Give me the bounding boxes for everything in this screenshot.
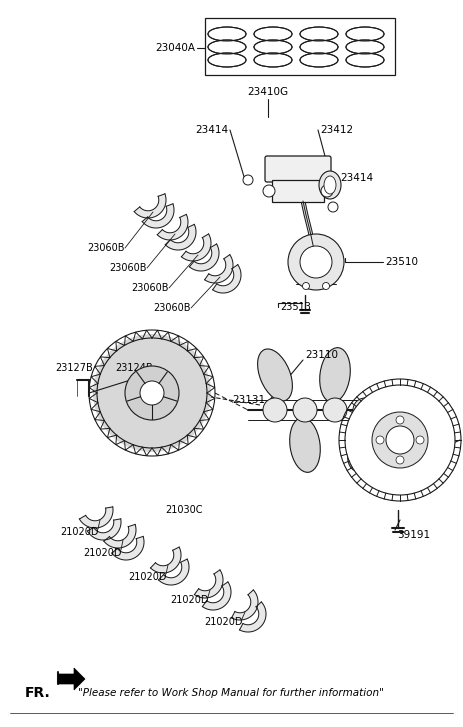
Text: 23513: 23513 — [280, 302, 311, 312]
Circle shape — [125, 366, 179, 420]
Text: 23040A: 23040A — [155, 43, 195, 53]
Text: 21020D: 21020D — [170, 595, 208, 605]
Text: 23060B: 23060B — [109, 263, 146, 273]
Polygon shape — [165, 225, 196, 250]
Circle shape — [353, 398, 377, 422]
Ellipse shape — [300, 27, 338, 41]
Text: 23414: 23414 — [195, 125, 228, 135]
Circle shape — [323, 283, 330, 289]
Ellipse shape — [254, 53, 292, 67]
Ellipse shape — [300, 40, 338, 54]
Ellipse shape — [346, 53, 384, 67]
Circle shape — [321, 185, 333, 197]
Text: 23110: 23110 — [305, 350, 338, 360]
Circle shape — [376, 436, 384, 444]
Text: 39190A: 39190A — [395, 470, 435, 480]
Bar — [205, 18, 395, 75]
Polygon shape — [88, 519, 121, 540]
Ellipse shape — [254, 40, 292, 54]
Ellipse shape — [290, 418, 320, 473]
Circle shape — [293, 398, 317, 422]
Text: "Please refer to Work Shop Manual for further information": "Please refer to Work Shop Manual for fu… — [78, 688, 384, 698]
Text: 23510: 23510 — [385, 257, 418, 267]
Circle shape — [125, 366, 179, 420]
Polygon shape — [112, 537, 144, 560]
Polygon shape — [239, 602, 266, 632]
FancyBboxPatch shape — [265, 156, 331, 182]
Text: 23414: 23414 — [340, 173, 373, 183]
Ellipse shape — [319, 348, 350, 402]
Ellipse shape — [257, 349, 293, 401]
Circle shape — [345, 385, 455, 495]
Circle shape — [300, 246, 332, 278]
Polygon shape — [80, 507, 113, 528]
Polygon shape — [205, 254, 233, 283]
Text: 21020D: 21020D — [83, 548, 121, 558]
Polygon shape — [157, 214, 188, 240]
Ellipse shape — [300, 53, 338, 67]
Polygon shape — [158, 559, 189, 585]
Polygon shape — [104, 524, 136, 548]
Text: 21020D: 21020D — [60, 527, 99, 537]
Text: 23060B: 23060B — [153, 303, 190, 313]
Polygon shape — [150, 547, 181, 573]
Circle shape — [93, 334, 211, 452]
Ellipse shape — [346, 27, 384, 41]
Circle shape — [323, 398, 347, 422]
Text: 23060B: 23060B — [87, 243, 125, 253]
Ellipse shape — [324, 176, 336, 194]
Circle shape — [263, 185, 275, 197]
Polygon shape — [213, 265, 241, 293]
Ellipse shape — [208, 40, 246, 54]
Bar — [272, 180, 324, 202]
Text: 23124B: 23124B — [115, 363, 153, 373]
Text: 21020D: 21020D — [204, 617, 243, 627]
Text: 21020D: 21020D — [128, 572, 167, 582]
Text: 23410G: 23410G — [247, 87, 288, 97]
Circle shape — [372, 412, 428, 468]
Circle shape — [263, 398, 287, 422]
Text: 21030C: 21030C — [165, 505, 202, 515]
Polygon shape — [181, 234, 211, 261]
Polygon shape — [142, 204, 174, 228]
Text: 39191: 39191 — [397, 530, 430, 540]
Text: 23412: 23412 — [320, 125, 353, 135]
Text: 23127B: 23127B — [55, 363, 93, 373]
Polygon shape — [134, 194, 166, 218]
Text: 23131: 23131 — [232, 395, 265, 405]
Polygon shape — [58, 668, 85, 690]
Ellipse shape — [208, 53, 246, 67]
Circle shape — [302, 283, 309, 289]
Polygon shape — [189, 244, 219, 271]
Text: 23060B: 23060B — [131, 283, 169, 293]
Text: FR.: FR. — [25, 686, 51, 700]
Circle shape — [396, 416, 404, 424]
Circle shape — [328, 202, 338, 212]
Polygon shape — [202, 582, 231, 610]
Ellipse shape — [319, 171, 341, 199]
Circle shape — [396, 456, 404, 464]
Ellipse shape — [254, 27, 292, 41]
Ellipse shape — [208, 27, 246, 41]
Circle shape — [243, 175, 253, 185]
Circle shape — [386, 426, 414, 454]
Circle shape — [140, 381, 164, 405]
Polygon shape — [232, 590, 258, 620]
Ellipse shape — [348, 419, 382, 471]
Circle shape — [288, 234, 344, 290]
Ellipse shape — [346, 40, 384, 54]
Polygon shape — [194, 570, 223, 598]
Circle shape — [416, 436, 424, 444]
